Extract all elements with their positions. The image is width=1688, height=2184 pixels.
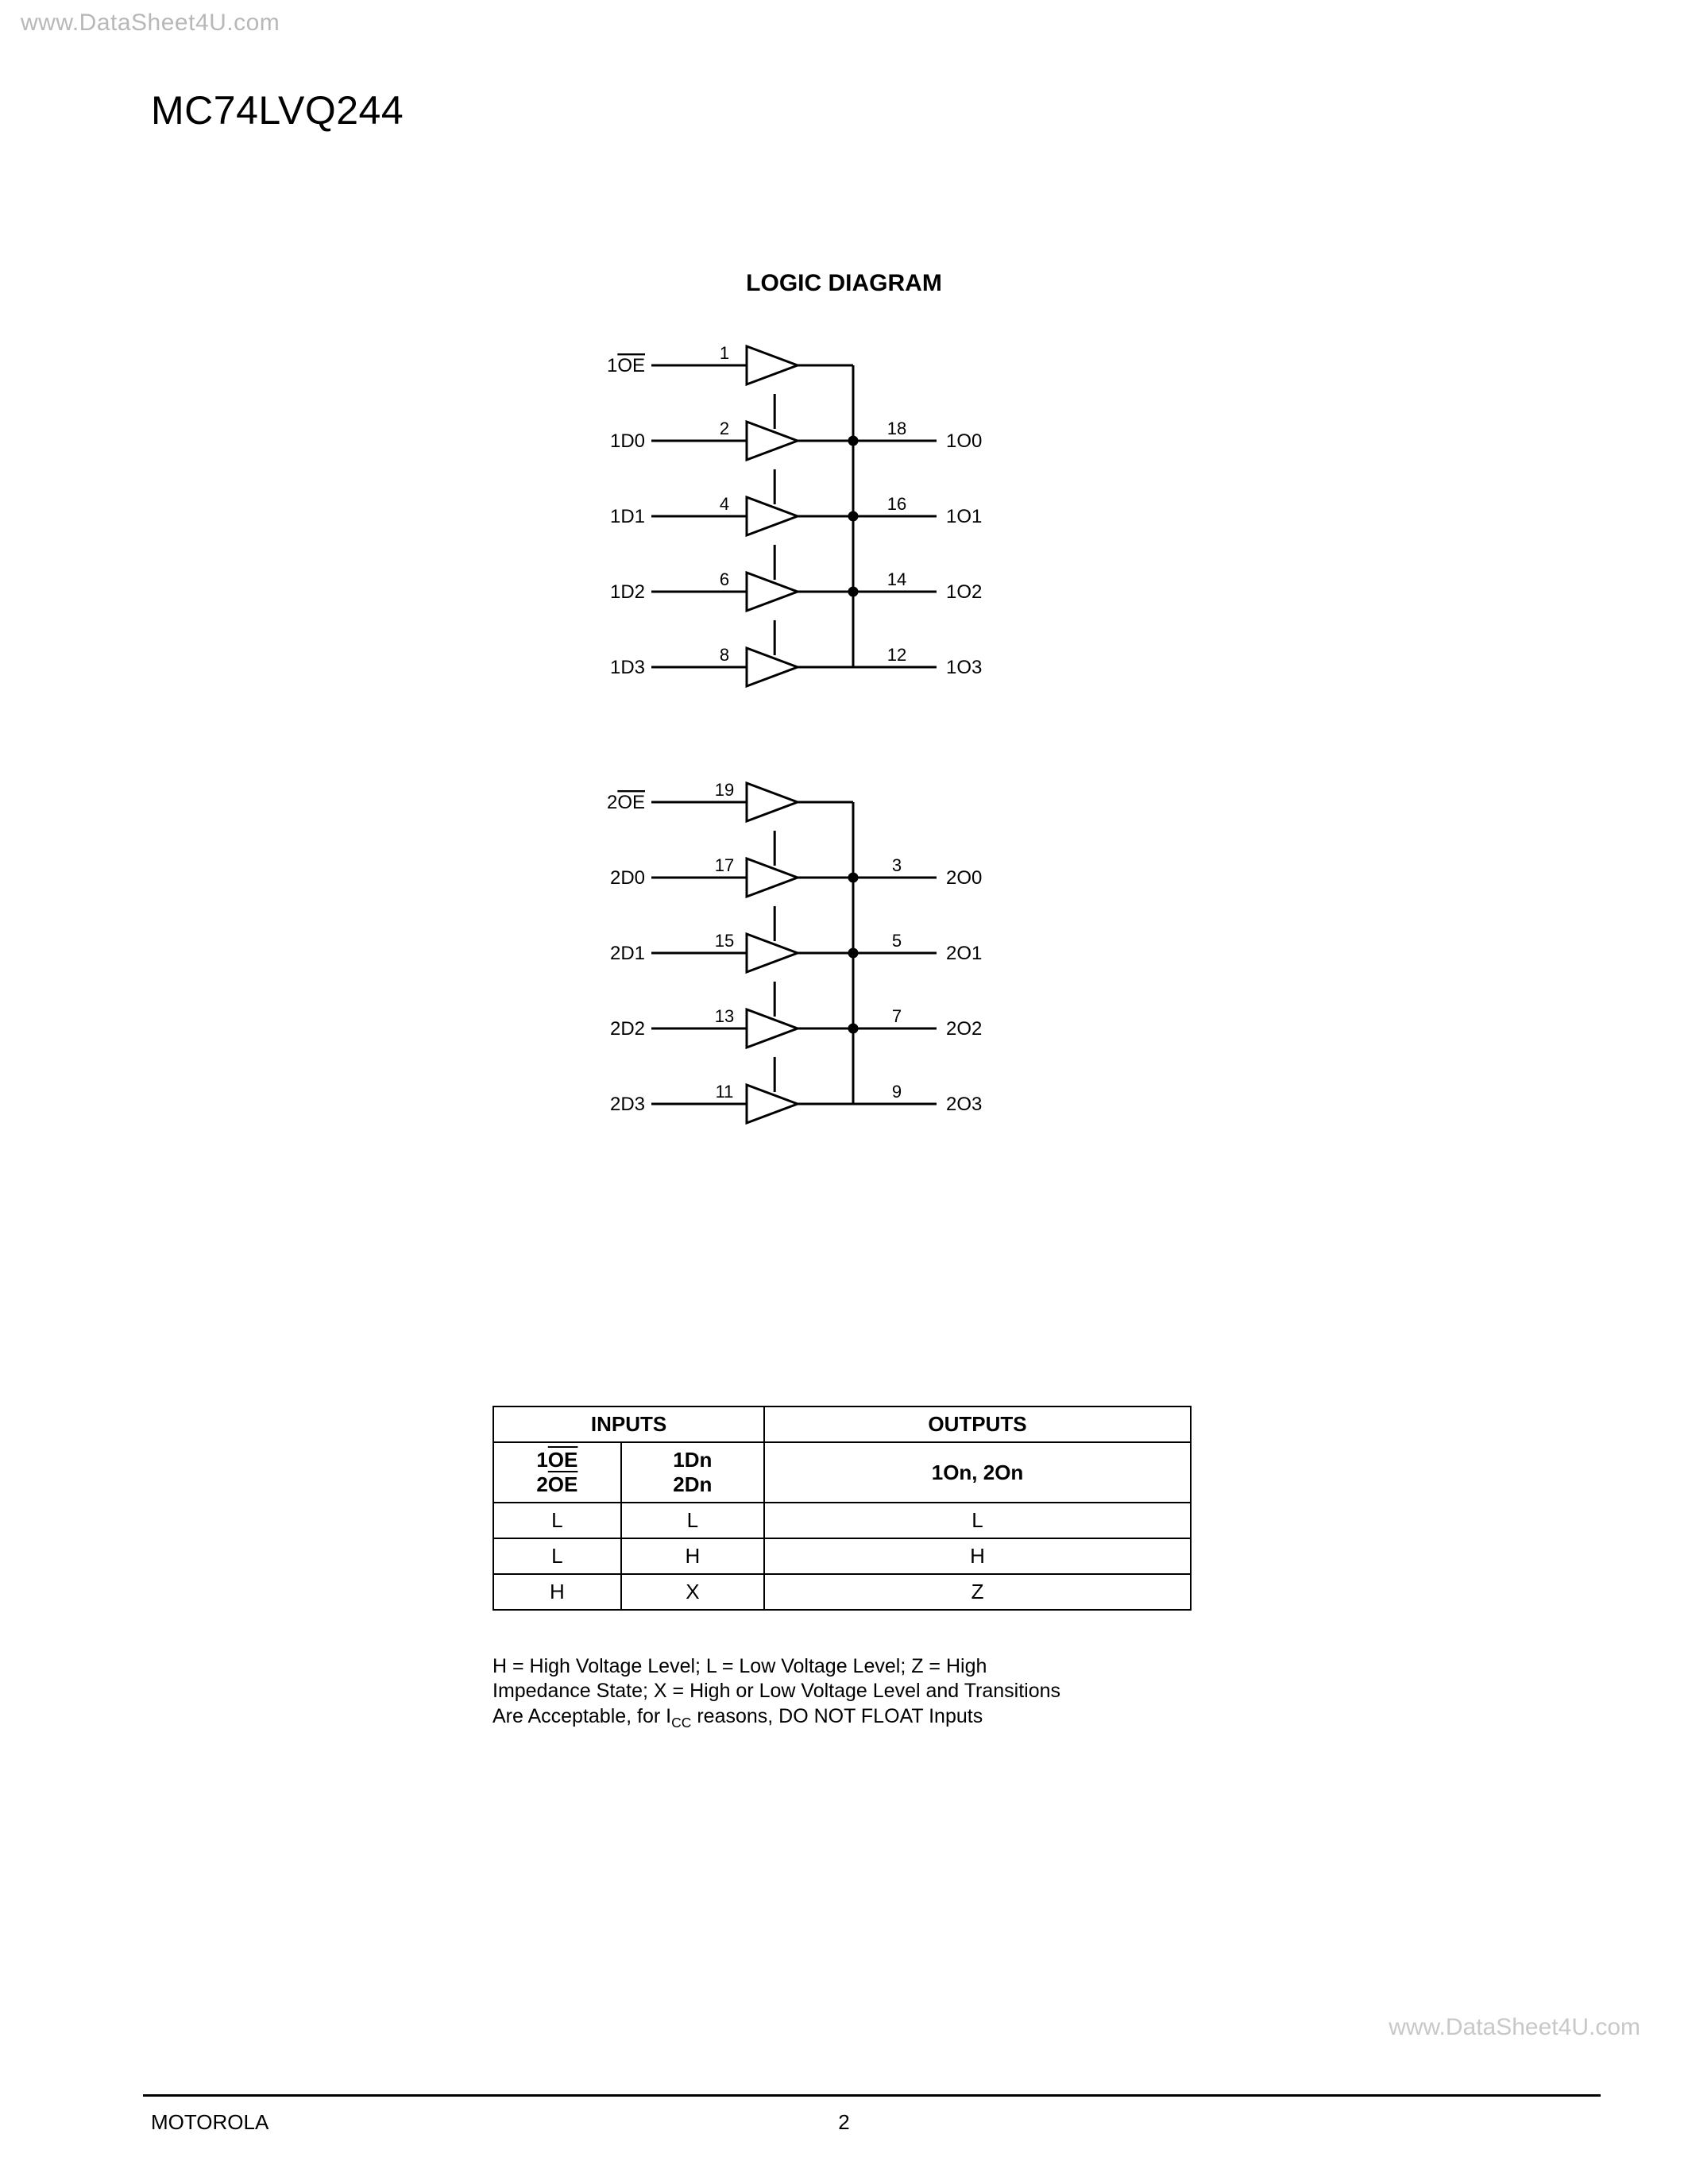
logic-diagram-title: LOGIC DIAGRAM xyxy=(0,270,1688,297)
logic-diagram: 1OE 1 1D0 2 18 1O0 1D1 4 16 1O1 1D2 6 14 1O2 1D3 8 12 1O3… xyxy=(604,318,1096,1350)
table-cell: X xyxy=(621,1574,764,1610)
svg-text:1O1: 1O1 xyxy=(946,506,982,527)
table-subheader-row: 1OE 2OE 1Dn2Dn 1On, 2On xyxy=(493,1442,1191,1503)
svg-text:1O3: 1O3 xyxy=(946,657,982,678)
table-row: L L L xyxy=(493,1503,1191,1538)
table-header-inputs: INPUTS xyxy=(493,1406,764,1442)
svg-text:1O0: 1O0 xyxy=(946,430,982,452)
svg-text:7: 7 xyxy=(892,1006,902,1026)
svg-text:2D1: 2D1 xyxy=(610,943,645,964)
part-number-heading: MC74LVQ244 xyxy=(151,87,404,133)
svg-text:1D0: 1D0 xyxy=(610,430,645,452)
svg-text:1O2: 1O2 xyxy=(946,581,982,603)
svg-text:9: 9 xyxy=(892,1082,902,1102)
table-col1-header: 1OE 2OE xyxy=(493,1442,621,1503)
table-footnote: H = High Voltage Level; L = Low Voltage … xyxy=(492,1654,1192,1731)
svg-text:2: 2 xyxy=(720,419,729,438)
svg-text:13: 13 xyxy=(715,1006,734,1026)
svg-text:14: 14 xyxy=(887,569,906,589)
table-header-outputs: OUTPUTS xyxy=(764,1406,1191,1442)
table-cell: H xyxy=(621,1538,764,1574)
footer-rule xyxy=(143,2094,1601,2097)
svg-text:11: 11 xyxy=(716,1082,734,1102)
svg-text:2O3: 2O3 xyxy=(946,1094,982,1115)
svg-text:15: 15 xyxy=(715,931,734,951)
table-header-row: INPUTS OUTPUTS xyxy=(493,1406,1191,1442)
svg-text:19: 19 xyxy=(715,780,734,800)
svg-text:16: 16 xyxy=(887,494,906,514)
table-cell: L xyxy=(493,1503,621,1538)
svg-text:3: 3 xyxy=(892,855,902,875)
svg-text:1OE: 1OE xyxy=(607,355,645,376)
svg-text:2O1: 2O1 xyxy=(946,943,982,964)
table-cell: H xyxy=(764,1538,1191,1574)
table-row: L H H xyxy=(493,1538,1191,1574)
svg-text:2D0: 2D0 xyxy=(610,867,645,889)
svg-text:2OE: 2OE xyxy=(607,792,645,813)
table-cell: L xyxy=(764,1503,1191,1538)
table-col2-header: 1Dn2Dn xyxy=(621,1442,764,1503)
svg-text:6: 6 xyxy=(720,569,729,589)
watermark-top: www.DataSheet4U.com xyxy=(21,10,280,37)
table-col3-header: 1On, 2On xyxy=(764,1442,1191,1503)
svg-text:18: 18 xyxy=(887,419,906,438)
svg-text:12: 12 xyxy=(887,645,906,665)
svg-text:2O2: 2O2 xyxy=(946,1018,982,1040)
svg-text:2O0: 2O0 xyxy=(946,867,982,889)
svg-text:5: 5 xyxy=(892,931,902,951)
table-cell: L xyxy=(621,1503,764,1538)
svg-text:2D2: 2D2 xyxy=(610,1018,645,1040)
table-cell: H xyxy=(493,1574,621,1610)
table-row: H X Z xyxy=(493,1574,1191,1610)
footer-page-number: 2 xyxy=(0,2110,1688,2135)
table-cell: Z xyxy=(764,1574,1191,1610)
svg-text:17: 17 xyxy=(715,855,734,875)
svg-text:8: 8 xyxy=(720,645,729,665)
svg-text:4: 4 xyxy=(720,494,729,514)
svg-text:1: 1 xyxy=(720,343,729,363)
svg-text:1D3: 1D3 xyxy=(610,657,645,678)
watermark-bottom: www.DataSheet4U.com xyxy=(1389,2014,1640,2041)
svg-text:2D3: 2D3 xyxy=(610,1094,645,1115)
svg-text:1D1: 1D1 xyxy=(610,506,645,527)
table-cell: L xyxy=(493,1538,621,1574)
svg-text:1D2: 1D2 xyxy=(610,581,645,603)
truth-table: INPUTS OUTPUTS 1OE 2OE 1Dn2Dn 1On, 2On L… xyxy=(492,1406,1192,1611)
